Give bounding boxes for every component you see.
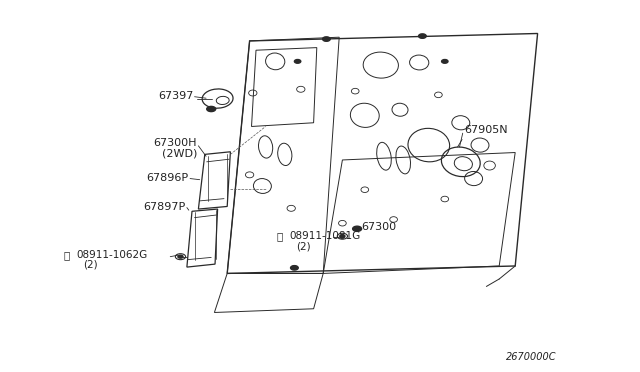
Circle shape	[291, 266, 298, 270]
Circle shape	[207, 106, 216, 112]
Text: 2670000C: 2670000C	[506, 352, 557, 362]
Text: (2WD): (2WD)	[162, 148, 197, 158]
Text: 67905N: 67905N	[464, 125, 508, 135]
Text: 08911-1081G: 08911-1081G	[289, 231, 360, 241]
Text: 67300H: 67300H	[154, 138, 197, 148]
Text: 67300: 67300	[362, 222, 397, 232]
Circle shape	[178, 255, 183, 258]
Text: 67397: 67397	[158, 91, 193, 101]
Circle shape	[323, 37, 330, 41]
Text: (2): (2)	[296, 241, 310, 251]
Text: (2): (2)	[83, 260, 98, 270]
Circle shape	[340, 235, 345, 238]
Circle shape	[442, 60, 448, 63]
Circle shape	[353, 226, 362, 231]
Text: 67897P: 67897P	[143, 202, 186, 212]
Text: 08911-1062G: 08911-1062G	[77, 250, 148, 260]
Text: Ⓝ: Ⓝ	[276, 231, 283, 241]
Text: Ⓝ: Ⓝ	[64, 250, 70, 260]
Text: 67896P: 67896P	[147, 173, 189, 183]
Circle shape	[294, 60, 301, 63]
Circle shape	[419, 34, 426, 38]
